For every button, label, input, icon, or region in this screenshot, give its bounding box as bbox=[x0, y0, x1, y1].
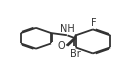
Text: F: F bbox=[91, 18, 97, 28]
Text: NH: NH bbox=[60, 24, 74, 34]
Text: O: O bbox=[58, 41, 66, 51]
Text: Br: Br bbox=[70, 49, 80, 59]
